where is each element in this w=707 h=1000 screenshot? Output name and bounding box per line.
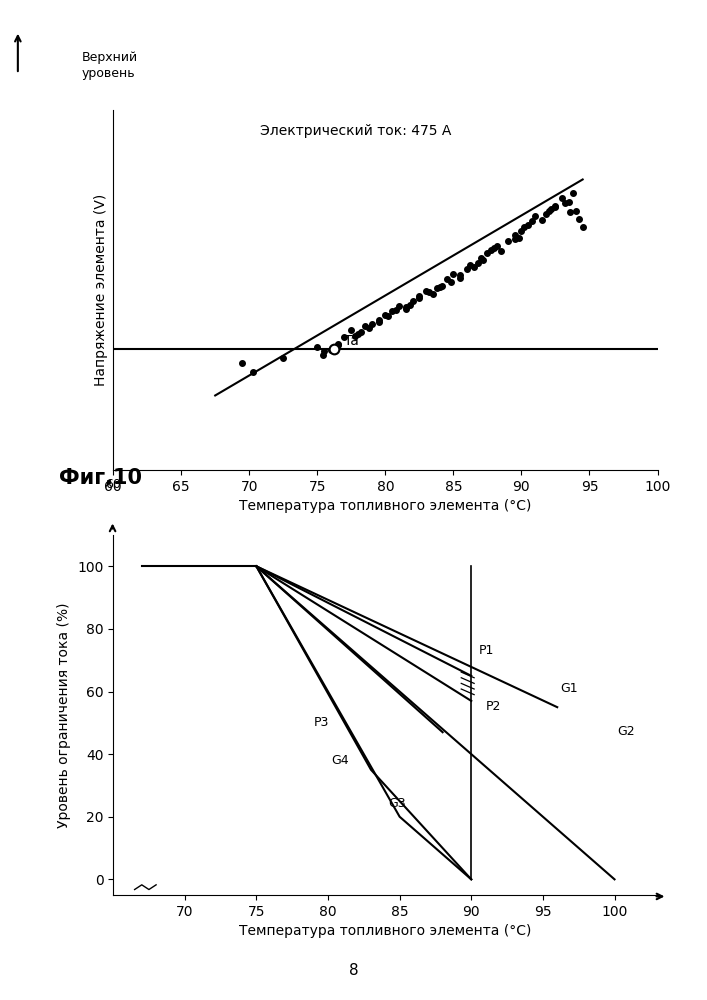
Point <box>355 324 366 340</box>
Point <box>247 364 259 380</box>
Point <box>559 195 571 211</box>
Point <box>522 217 534 233</box>
Text: 8: 8 <box>349 963 358 978</box>
Point <box>237 355 248 371</box>
Point <box>577 219 588 235</box>
Point <box>563 194 575 210</box>
Point <box>353 326 364 342</box>
Point <box>475 250 486 266</box>
Text: P2: P2 <box>486 700 501 713</box>
Point <box>502 233 513 249</box>
Text: Верхний
уровень: Верхний уровень <box>81 51 137 80</box>
Text: G4: G4 <box>331 754 349 767</box>
Point <box>390 302 402 318</box>
Text: 60: 60 <box>105 478 121 491</box>
Point <box>573 211 584 227</box>
Point <box>434 279 445 295</box>
Point <box>570 203 581 219</box>
Point <box>421 283 432 299</box>
Text: G3: G3 <box>388 797 406 810</box>
Text: Ta: Ta <box>344 334 359 348</box>
Point <box>431 280 443 296</box>
Point <box>491 238 503 254</box>
Point <box>568 185 579 201</box>
Text: G2: G2 <box>617 725 635 738</box>
Point <box>332 337 344 353</box>
Text: P1: P1 <box>479 644 493 657</box>
Point <box>540 206 551 222</box>
Point <box>565 204 576 220</box>
Y-axis label: Напряжение элемента (V): Напряжение элемента (V) <box>93 194 107 386</box>
Point <box>359 318 370 334</box>
Point <box>393 298 404 314</box>
Point <box>445 274 456 290</box>
Text: Электрический ток: 475 А: Электрический ток: 475 А <box>260 124 452 138</box>
Point <box>387 303 398 319</box>
Point <box>516 223 527 239</box>
Point <box>496 243 507 259</box>
Point <box>513 230 525 246</box>
Point <box>339 329 350 345</box>
Point <box>550 198 561 214</box>
X-axis label: Температура топливного элемента (°С): Температура топливного элемента (°С) <box>239 924 532 938</box>
X-axis label: Температура топливного элемента (°С): Температура топливного элемента (°С) <box>239 499 532 513</box>
Text: G1: G1 <box>560 682 578 695</box>
Text: P3: P3 <box>314 716 329 729</box>
Point <box>373 312 384 328</box>
Point <box>509 227 520 243</box>
Point <box>278 350 289 366</box>
Y-axis label: Уровень ограничения тока (%): Уровень ограничения тока (%) <box>57 602 71 828</box>
Point <box>556 190 568 206</box>
Point <box>543 203 554 219</box>
Point <box>509 231 520 247</box>
Point <box>437 278 448 294</box>
Point <box>481 245 493 261</box>
Point <box>414 288 425 304</box>
Point <box>448 266 459 282</box>
Point <box>350 328 361 344</box>
Point <box>455 270 466 286</box>
Point <box>380 307 391 323</box>
Point <box>518 219 530 235</box>
Point <box>318 343 329 359</box>
Point <box>546 201 557 217</box>
Point <box>332 336 344 352</box>
Point <box>346 322 357 338</box>
Point <box>486 242 497 258</box>
Point <box>414 290 425 306</box>
Point <box>455 267 466 283</box>
Point <box>427 286 438 302</box>
Point <box>550 199 561 215</box>
Point <box>363 320 375 336</box>
Text: Фиг.10: Фиг.10 <box>59 468 141 488</box>
Point <box>527 213 538 229</box>
Point <box>317 347 328 363</box>
Point <box>400 299 411 315</box>
Point <box>312 339 323 355</box>
Point <box>489 240 500 256</box>
Point <box>536 212 547 228</box>
Point <box>404 297 416 313</box>
Point <box>382 308 394 324</box>
Point <box>468 259 479 275</box>
Point <box>423 284 435 300</box>
Point <box>472 255 484 271</box>
Point <box>530 208 541 224</box>
Point <box>373 314 384 330</box>
Point <box>366 316 378 332</box>
Point <box>478 252 489 268</box>
Point <box>461 261 472 277</box>
Point <box>464 257 475 273</box>
Point <box>441 271 452 287</box>
Point <box>400 301 411 317</box>
Point <box>325 342 337 358</box>
Point <box>407 293 418 309</box>
